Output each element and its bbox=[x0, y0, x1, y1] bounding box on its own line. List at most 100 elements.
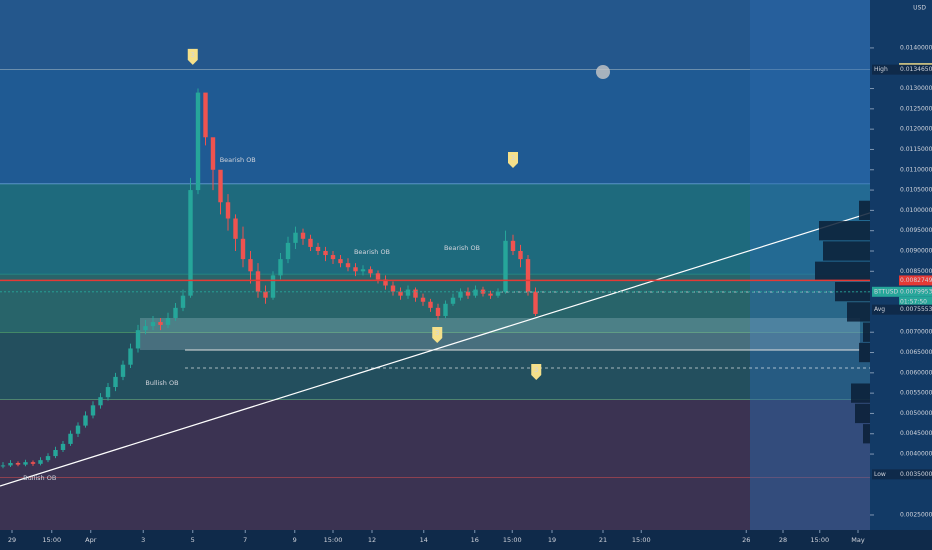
candle-body bbox=[45, 456, 51, 461]
candle-body bbox=[315, 246, 321, 251]
candle-body bbox=[510, 240, 516, 251]
candle-body bbox=[473, 289, 478, 296]
candle-body bbox=[173, 307, 178, 318]
candle-body bbox=[488, 293, 493, 296]
candle-body bbox=[353, 267, 358, 272]
candle-body bbox=[195, 92, 201, 191]
annotation: Bullish OB bbox=[23, 474, 56, 482]
candle-body bbox=[323, 250, 328, 256]
candle-body bbox=[248, 259, 253, 272]
x-tick-label: 5 bbox=[191, 536, 195, 544]
signal-marker bbox=[531, 364, 542, 381]
candle-body bbox=[405, 289, 411, 296]
price-tag-name-bg bbox=[872, 64, 899, 75]
signal-marker bbox=[432, 327, 443, 344]
candle-body bbox=[135, 330, 141, 349]
candle-body bbox=[383, 279, 388, 286]
candle-body bbox=[255, 271, 261, 292]
candle-body bbox=[533, 291, 538, 314]
x-tick-label: May bbox=[851, 536, 865, 544]
price-tag-label: 0.00350000 bbox=[900, 471, 932, 478]
signal-marker-label: 3 bbox=[534, 366, 538, 374]
candle-body bbox=[428, 301, 433, 308]
currency-label: USD bbox=[913, 5, 926, 12]
candle-body bbox=[38, 460, 43, 464]
x-tick-label: 21 bbox=[599, 536, 607, 544]
fib-zone bbox=[0, 332, 870, 400]
candle-body bbox=[180, 295, 186, 308]
candle-body bbox=[390, 285, 396, 292]
candle-body bbox=[218, 169, 223, 203]
x-tick-label: 12 bbox=[368, 536, 376, 544]
price-tag-name: High bbox=[874, 66, 888, 73]
candle-body bbox=[300, 232, 306, 239]
zones: 100.00%(0.01346500)78.60%(0.01064575)61.… bbox=[0, 0, 870, 530]
candle-body bbox=[398, 291, 403, 296]
countdown-bg bbox=[899, 296, 932, 307]
signal-marker bbox=[187, 48, 198, 65]
x-tick-label: 29 bbox=[8, 536, 16, 544]
time-axis bbox=[0, 530, 932, 550]
candle-body bbox=[143, 326, 148, 331]
x-tick-label: 15:00 bbox=[632, 536, 651, 544]
candle-body bbox=[233, 218, 238, 239]
candle-body bbox=[503, 240, 508, 292]
candle-body bbox=[375, 273, 381, 280]
candle-body bbox=[83, 415, 88, 426]
x-tick-label: 3 bbox=[141, 536, 145, 544]
candle-body bbox=[150, 322, 156, 327]
candle-body bbox=[0, 465, 6, 467]
candle-body bbox=[345, 263, 351, 268]
candle-body bbox=[285, 242, 291, 260]
price-axis bbox=[870, 0, 932, 530]
x-tick-label: 26 bbox=[742, 536, 750, 544]
candle-body bbox=[188, 190, 193, 296]
candle-body bbox=[308, 238, 313, 247]
fib-zone bbox=[0, 69, 870, 185]
price-tag bbox=[899, 304, 932, 315]
fib-zone bbox=[0, 0, 870, 70]
candle-body bbox=[15, 462, 21, 465]
candle-body bbox=[413, 289, 418, 298]
candle-body bbox=[158, 322, 163, 325]
candle-body bbox=[120, 364, 126, 377]
price-tag-name: BTTUSD bbox=[874, 288, 899, 295]
signal-marker-label: 3 bbox=[191, 51, 195, 59]
candle-body bbox=[450, 297, 456, 304]
candle-body bbox=[525, 259, 531, 292]
price-tag-label: 0.00799539 bbox=[900, 288, 932, 295]
candle-body bbox=[495, 291, 501, 296]
candle-body bbox=[90, 405, 96, 416]
x-tick-label: 28 bbox=[779, 536, 787, 544]
signal-marker-label: 3 bbox=[435, 329, 439, 337]
candle-body bbox=[105, 387, 111, 398]
candle-body bbox=[480, 289, 486, 294]
price-tag bbox=[899, 275, 932, 286]
candle-body bbox=[8, 462, 13, 466]
candle-body bbox=[113, 376, 118, 388]
x-tick-label: 14 bbox=[420, 536, 428, 544]
annotation: Bearish OB bbox=[444, 244, 480, 252]
candle-body bbox=[420, 297, 426, 302]
candle-body bbox=[435, 307, 441, 316]
candle-body bbox=[330, 255, 336, 260]
y-tick-label: 0.00250000 bbox=[900, 511, 932, 518]
candle-body bbox=[338, 259, 343, 264]
candle-body bbox=[518, 250, 523, 260]
candle-body bbox=[30, 462, 36, 464]
candle-body bbox=[458, 291, 463, 298]
candle-body bbox=[75, 425, 81, 434]
candle-body bbox=[53, 449, 58, 457]
